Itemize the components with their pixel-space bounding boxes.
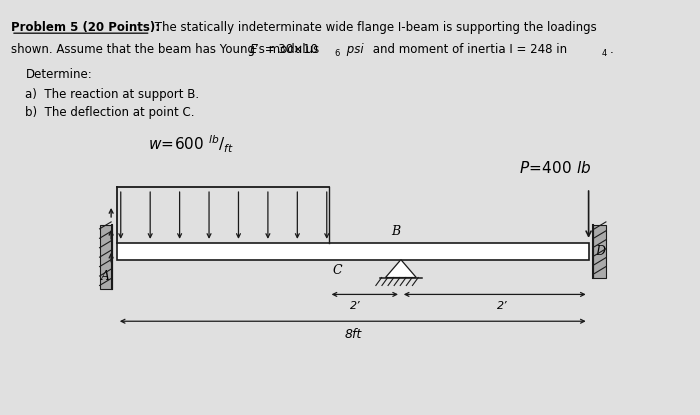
Bar bbox=[117, 243, 589, 260]
Text: 8ft: 8ft bbox=[344, 328, 361, 341]
Text: = 30×10: = 30×10 bbox=[261, 43, 319, 56]
Text: The statically indeterminate wide flange I-beam is supporting the loadings: The statically indeterminate wide flange… bbox=[150, 21, 596, 34]
Text: 2’: 2’ bbox=[350, 301, 360, 311]
Text: $P\!=\!400\ lb$: $P\!=\!400\ lb$ bbox=[519, 160, 592, 176]
Text: Determine:: Determine: bbox=[25, 68, 92, 81]
Text: $w\!=\!600\ ^{lb}/_{ft}$: $w\!=\!600\ ^{lb}/_{ft}$ bbox=[148, 134, 234, 155]
Polygon shape bbox=[386, 260, 416, 278]
Text: .: . bbox=[610, 43, 613, 56]
Text: 4: 4 bbox=[602, 49, 608, 58]
Text: and moment of inertia I = 248 in: and moment of inertia I = 248 in bbox=[369, 43, 567, 56]
Text: 6: 6 bbox=[335, 49, 339, 58]
Text: shown. Assume that the beam has Young’s modulus: shown. Assume that the beam has Young’s … bbox=[11, 43, 323, 56]
Text: 2’: 2’ bbox=[497, 301, 508, 311]
Text: psi: psi bbox=[343, 43, 364, 56]
Text: E: E bbox=[250, 43, 257, 56]
Text: A: A bbox=[102, 269, 110, 283]
Text: b)  The deflection at point C.: b) The deflection at point C. bbox=[25, 106, 195, 119]
Text: D: D bbox=[595, 245, 606, 258]
Text: Problem 5 (20 Points):: Problem 5 (20 Points): bbox=[11, 21, 160, 34]
Text: a)  The reaction at support B.: a) The reaction at support B. bbox=[25, 88, 199, 101]
Bar bbox=[594, 225, 606, 278]
Bar bbox=[99, 225, 112, 289]
Text: C: C bbox=[332, 264, 342, 277]
Text: B: B bbox=[391, 225, 400, 238]
